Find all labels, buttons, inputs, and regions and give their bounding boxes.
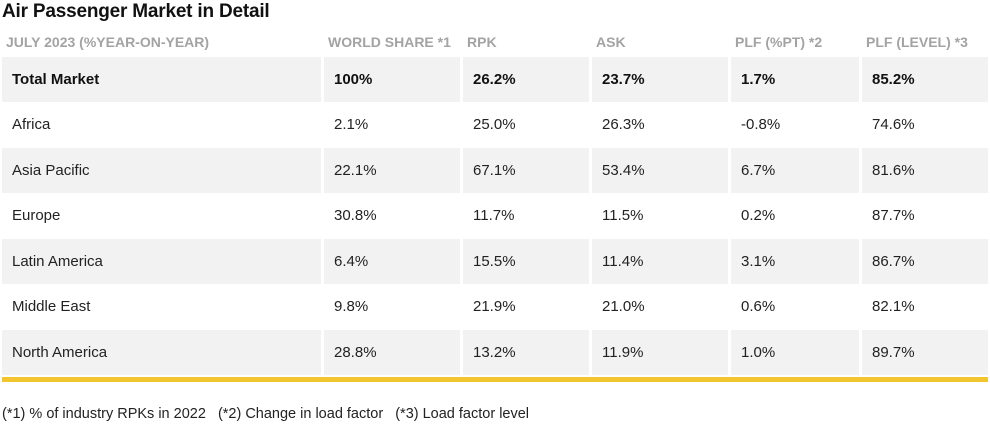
- table-row-latin-america: Latin America 6.4% 15.5% 11.4% 3.1% 86.7…: [2, 239, 988, 285]
- column-header-ask: ASK: [596, 34, 626, 50]
- cell-plf-pt: 6.7%: [731, 148, 862, 194]
- cell-rpk: 21.9%: [463, 284, 592, 330]
- market-table: JULY 2023 (%YEAR-ON-YEAR) WORLD SHARE *1…: [2, 27, 988, 376]
- footnote-3: (*3) Load factor level: [395, 406, 530, 422]
- cell-ask: 11.4%: [592, 239, 731, 285]
- table-row-europe: Europe 30.8% 11.7% 11.5% 0.2% 87.7%: [2, 193, 988, 239]
- cell-world-share: 100%: [324, 57, 463, 103]
- column-header-plf-level: PLF (LEVEL) *3: [866, 34, 968, 50]
- cell-world-share: 28.8%: [324, 330, 463, 376]
- column-header-plf-pt: PLF (%PT) *2: [735, 34, 823, 50]
- accent-divider: [2, 377, 988, 382]
- cell-rpk: 25.0%: [463, 102, 592, 148]
- cell-rpk: 26.2%: [463, 57, 592, 103]
- cell-plf-level: 86.7%: [862, 239, 988, 285]
- cell-region: Asia Pacific: [2, 148, 324, 194]
- cell-plf-level: 81.6%: [862, 148, 988, 194]
- cell-region: Latin America: [2, 239, 324, 285]
- cell-plf-level: 74.6%: [862, 103, 988, 148]
- table-header-row: JULY 2023 (%YEAR-ON-YEAR) WORLD SHARE *1…: [2, 27, 988, 57]
- footnotes: (*1) % of industry RPKs in 2022 (*2) Cha…: [2, 406, 537, 422]
- cell-rpk: 13.2%: [463, 330, 592, 376]
- cell-plf-level: 89.7%: [862, 330, 988, 376]
- cell-plf-level: 82.1%: [862, 285, 988, 330]
- cell-world-share: 30.8%: [324, 193, 463, 239]
- cell-region: Total Market: [2, 57, 324, 103]
- cell-ask: 23.7%: [592, 57, 731, 103]
- cell-plf-pt: 1.0%: [731, 330, 862, 376]
- cell-rpk: 67.1%: [463, 148, 592, 194]
- cell-region: Middle East: [2, 284, 324, 330]
- cell-plf-pt: -0.8%: [731, 102, 862, 148]
- cell-plf-pt: 1.7%: [731, 57, 862, 103]
- table-row-middle-east: Middle East 9.8% 21.9% 21.0% 0.6% 82.1%: [2, 284, 988, 330]
- cell-world-share: 9.8%: [324, 284, 463, 330]
- table-row-africa: Africa 2.1% 25.0% 26.3% -0.8% 74.6%: [2, 102, 988, 148]
- column-header-rpk: RPK: [467, 34, 497, 50]
- footnote-1: (*1) % of industry RPKs in 2022: [2, 406, 206, 422]
- cell-ask: 26.3%: [592, 102, 731, 148]
- table-row-asia-pacific: Asia Pacific 22.1% 67.1% 53.4% 6.7% 81.6…: [2, 148, 988, 194]
- cell-world-share: 2.1%: [324, 102, 463, 148]
- column-header-region: JULY 2023 (%YEAR-ON-YEAR): [6, 34, 210, 50]
- cell-region: Africa: [2, 102, 324, 148]
- column-header-world-share: WORLD SHARE *1: [328, 34, 451, 50]
- cell-rpk: 15.5%: [463, 239, 592, 285]
- table-row-north-america: North America 28.8% 13.2% 11.9% 1.0% 89.…: [2, 330, 988, 376]
- cell-plf-pt: 3.1%: [731, 239, 862, 285]
- cell-region: Europe: [2, 193, 324, 239]
- cell-plf-level: 87.7%: [862, 194, 988, 239]
- page-title: Air Passenger Market in Detail: [2, 1, 270, 22]
- cell-plf-pt: 0.2%: [731, 193, 862, 239]
- table-row-total-market: Total Market 100% 26.2% 23.7% 1.7% 85.2%: [2, 57, 988, 103]
- cell-ask: 11.9%: [592, 330, 731, 376]
- cell-world-share: 6.4%: [324, 239, 463, 285]
- cell-rpk: 11.7%: [463, 193, 592, 239]
- footnote-2: (*2) Change in load factor: [217, 406, 384, 422]
- cell-region: North America: [2, 330, 324, 376]
- cell-ask: 21.0%: [592, 284, 731, 330]
- cell-world-share: 22.1%: [324, 148, 463, 194]
- cell-ask: 11.5%: [592, 193, 731, 239]
- cell-plf-level: 85.2%: [862, 57, 988, 103]
- cell-ask: 53.4%: [592, 148, 731, 194]
- cell-plf-pt: 0.6%: [731, 284, 862, 330]
